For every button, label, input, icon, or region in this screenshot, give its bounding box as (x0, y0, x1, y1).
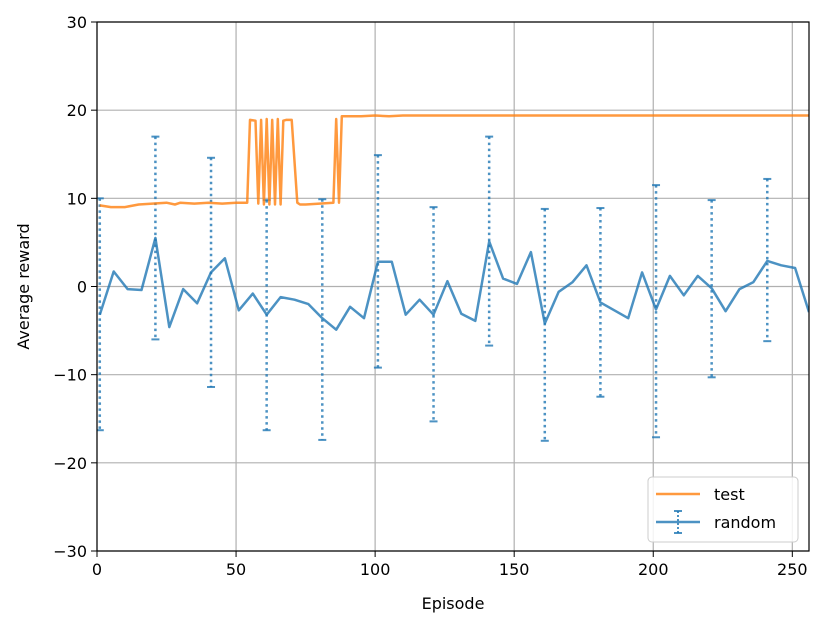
series-line-test (99, 114, 809, 209)
x-tick-label: 100 (360, 560, 391, 579)
x-tick-label: 250 (777, 560, 808, 579)
legend-random-label: random (714, 513, 776, 532)
y-tick-label: 10 (67, 189, 87, 208)
y-tick-label: 30 (67, 13, 87, 32)
legend-random-swatch (656, 510, 700, 534)
errorbar (707, 199, 716, 379)
y-tick-label: −10 (53, 366, 87, 385)
x-tick-label: 200 (638, 560, 669, 579)
errorbar (652, 184, 661, 439)
errorbar (540, 207, 549, 442)
axis-ticks: 0 50 100 150 200 250 −30 −20 −10 0 10 20 30 (53, 13, 807, 579)
series-line-random (98, 236, 809, 331)
errorbar (763, 177, 772, 343)
series-lines (98, 114, 809, 331)
x-tick-label: 0 (92, 560, 102, 579)
errorbar (429, 206, 438, 423)
x-tick-label: 150 (499, 560, 530, 579)
errorbar (151, 135, 160, 341)
y-tick-label: 20 (67, 101, 87, 120)
y-tick-label: −20 (53, 454, 87, 473)
y-axis-label: Average reward (14, 223, 33, 349)
y-tick-label: 0 (77, 278, 87, 297)
y-tick-label: −30 (53, 542, 87, 561)
x-tick-label: 50 (226, 560, 246, 579)
errorbar (373, 154, 382, 369)
x-axis-label: Episode (422, 594, 485, 613)
legend: test random (647, 476, 799, 543)
legend-test-label: test (714, 485, 745, 504)
errorbar (596, 207, 605, 398)
